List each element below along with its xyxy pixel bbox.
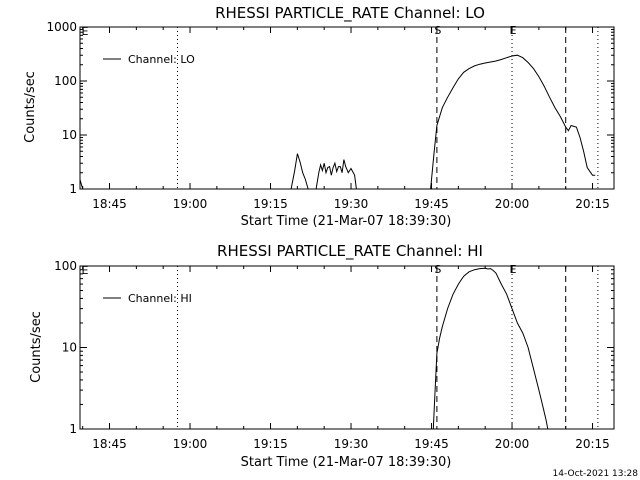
x-axis-label: Start Time (21-Mar-07 18:39:30) [241,455,452,470]
y-axis-label: Counts/sec [23,71,38,143]
x-tick-label: 19:00 [173,197,208,211]
y-tick-label: 1 [69,422,77,436]
x-tick-label: 19:15 [253,197,288,211]
marker-label: S [434,263,441,276]
marker-label: E [510,263,517,276]
y-tick-label: 1000 [46,20,77,34]
plot-frame [79,26,615,190]
x-tick-label: 20:15 [575,437,610,451]
y-tick-label: 10 [62,341,77,355]
legend-label: Channel: LO [128,53,195,66]
series-line [290,153,309,190]
series-line [432,267,549,430]
marker-label: E [510,24,517,37]
x-axis-label: Start Time (21-Mar-07 18:39:30) [241,214,452,229]
legend-label: Channel: HI [128,292,192,305]
y-tick-label: 1 [69,182,77,196]
x-tick-label: 19:30 [334,437,369,451]
series-line [430,54,596,190]
y-tick-label: 100 [54,259,77,273]
x-tick-label: 19:15 [253,437,288,451]
x-tick-label: 20:00 [495,197,530,211]
footer-timestamp: 14-Oct-2021 13:28 [553,469,639,479]
x-tick-label: 18:45 [92,437,127,451]
chart-title: RHESSI PARTICLE_RATE Channel: HI [217,242,483,261]
x-tick-label: 20:15 [575,197,610,211]
y-tick-label: 10 [62,128,77,142]
x-tick-label: 19:45 [414,437,449,451]
marker-label: E [82,264,89,277]
plot-frame [79,265,615,430]
series-line [79,179,84,190]
panel-channel-hi: RHESSI PARTICLE_RATE Channel: HI Start T… [29,242,615,470]
x-tick-label: 19:00 [173,437,208,451]
marker-label: S [434,24,441,37]
x-tick-label: 19:45 [414,197,449,211]
y-tick-label: 100 [54,74,77,88]
series-line [315,159,357,190]
x-tick-label: 18:45 [92,197,127,211]
marker-label: E [82,25,89,38]
x-tick-label: 20:00 [495,437,530,451]
y-axis-label: Counts/sec [29,311,44,383]
chart-title: RHESSI PARTICLE_RATE Channel: LO [215,4,485,23]
x-tick-label: 19:30 [334,197,369,211]
panel-channel-lo: RHESSI PARTICLE_RATE Channel: LO Start T… [23,4,615,229]
